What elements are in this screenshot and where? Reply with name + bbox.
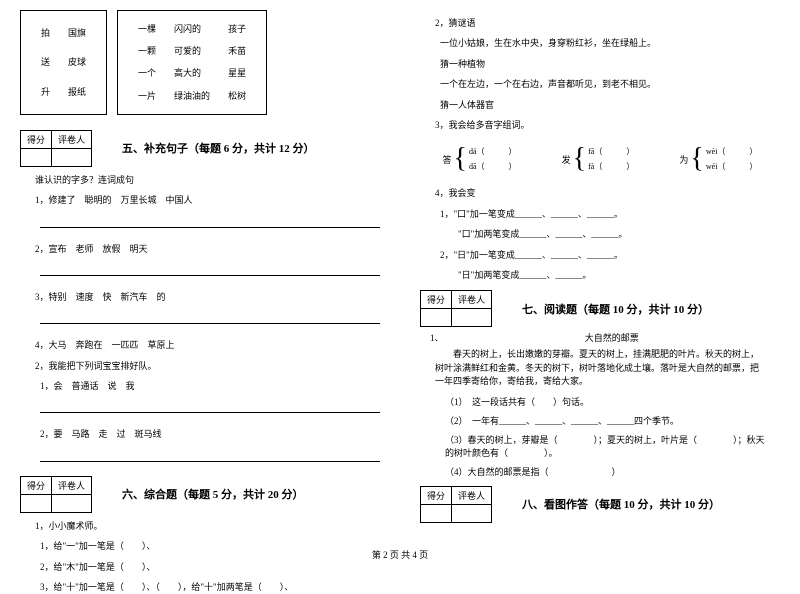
- reading-q1: （1） 这一段话共有（ ）句话。: [445, 395, 765, 408]
- cell: 国旗: [60, 19, 94, 47]
- score-row-8: 得分评卷人 八、看图作答（每题 10 分，共计 10 分）: [420, 486, 780, 523]
- pinyin: wèi（ ）: [706, 146, 758, 157]
- reading-q4: （4）大自然的邮票是指（ ）: [445, 465, 765, 478]
- cell: 皮球: [60, 49, 94, 77]
- char-da: 答: [443, 153, 452, 166]
- reading-title-row: 1、 大自然的邮票: [420, 331, 780, 344]
- section-5-title: 五、补充句子（每题 6 分，共计 12 分）: [122, 140, 315, 156]
- q2-line: 一位小姑娘，生在水中央，身穿粉红衫，坐在绿船上。: [440, 36, 780, 50]
- cell: 绿油油的: [166, 86, 218, 106]
- polyphonic-row: 答{ dá（ ）dā（ ） 发{ fā（ ）fà（ ） 为{ wèi（ ）wéi…: [420, 138, 780, 180]
- answer-line: [40, 452, 380, 462]
- cell: 可爱的: [166, 41, 218, 61]
- pinyin: dá（ ）: [469, 146, 517, 157]
- q4-1b: "口"加两笔变成______、______、______。: [440, 227, 780, 241]
- cell: 拍: [33, 19, 58, 47]
- section-7-title: 七、阅读题（每题 10 分，共计 10 分）: [522, 301, 709, 317]
- q2-title: 2，猜谜语: [435, 16, 780, 30]
- char-wei: 为: [679, 153, 688, 166]
- q5b-intro: 2，我能把下列词宝宝排好队。: [35, 359, 380, 373]
- grader-label: 评卷人: [452, 291, 492, 309]
- grader-label: 评卷人: [52, 476, 92, 494]
- cell: 一颗: [130, 41, 164, 61]
- q5-3: 3，特别 速度 快 新汽车 的: [35, 290, 380, 304]
- page-footer: 第 2 页 共 4 页: [0, 548, 800, 561]
- grader-label: 评卷人: [452, 486, 492, 504]
- q5-1: 1，修建了 聪明的 万里长城 中国人: [35, 193, 380, 207]
- score-label: 得分: [21, 476, 52, 494]
- score-row-5: 得分评卷人 五、补充句子（每题 6 分，共计 12 分）: [20, 130, 380, 167]
- answer-line: [40, 403, 380, 413]
- reading-q3: （3）春天的树上，芽瓣是（ ）；夏天的树上，叶片是（ ）；秋天的树叶颜色有（ ）…: [445, 433, 765, 459]
- reading-q2: （2） 一年有______、______、______、______四个季节。: [445, 414, 765, 427]
- answer-line: [40, 266, 380, 276]
- score-label: 得分: [421, 291, 452, 309]
- pinyin: wéi（ ）: [706, 161, 758, 172]
- reading-num: 1、: [430, 331, 444, 344]
- section-6-title: 六、综合题（每题 5 分，共计 20 分）: [122, 486, 304, 502]
- q5b-2: 2，要 马路 走 过 斑马线: [40, 427, 380, 441]
- q2-line: 猜一种植物: [440, 57, 780, 71]
- cell: 高大的: [166, 63, 218, 83]
- cell: 松树: [220, 86, 254, 106]
- cell: 一片: [130, 86, 164, 106]
- cell: 一棵: [130, 19, 164, 39]
- reading-body: 春天的树上，长出嫩嫩的芽瓣。夏天的树上，挂满肥肥的叶片。秋天的树上，树叶涂满鲜红…: [435, 348, 765, 389]
- cell: 禾苗: [220, 41, 254, 61]
- q4-title: 4，我会变: [435, 186, 780, 200]
- score-label: 得分: [21, 130, 52, 148]
- score-label: 得分: [421, 486, 452, 504]
- cell: 送: [33, 49, 58, 77]
- q5-intro: 谁认识的字多？连词成句: [35, 173, 380, 187]
- left-column: 拍国旗 送皮球 升报纸 一棵闪闪的孩子 一颗可爱的禾苗 一个高大的星星 一片绿油…: [0, 0, 400, 565]
- pinyin: dā（ ）: [469, 161, 517, 172]
- word-boxes: 拍国旗 送皮球 升报纸 一棵闪闪的孩子 一颗可爱的禾苗 一个高大的星星 一片绿油…: [20, 10, 380, 115]
- cell: 星星: [220, 63, 254, 83]
- wordbox-1: 拍国旗 送皮球 升报纸: [20, 10, 107, 115]
- cell: 报纸: [60, 78, 94, 106]
- cell: 一个: [130, 63, 164, 83]
- q3-title: 3，我会给多音字组词。: [435, 118, 780, 132]
- right-column: 2，猜谜语 一位小姑娘，生在水中央，身穿粉红衫，坐在绿船上。 猜一种植物 一个在…: [400, 0, 800, 565]
- q2-line: 一个在左边，一个在右边，声音都听见，到老不相见。: [440, 77, 780, 91]
- pinyin: fà（ ）: [588, 161, 634, 172]
- char-fa: 发: [562, 153, 571, 166]
- answer-line: [40, 314, 380, 324]
- q6-title: 1，小小魔术师。: [35, 519, 380, 533]
- wordbox-2: 一棵闪闪的孩子 一颗可爱的禾苗 一个高大的星星 一片绿油油的松树: [117, 10, 267, 115]
- pinyin: fā（ ）: [588, 146, 634, 157]
- q4-1: 1，"口"加一笔变成______、______、______。: [440, 207, 780, 221]
- q4-2b: "日"加两笔变成______、______。: [440, 268, 780, 282]
- grader-label: 评卷人: [52, 130, 92, 148]
- score-row-6: 得分评卷人 六、综合题（每题 5 分，共计 20 分）: [20, 476, 380, 513]
- answer-line: [40, 218, 380, 228]
- q6-2: 2，给"木"加一笔是（ ）、: [40, 560, 380, 574]
- cell: 闪闪的: [166, 19, 218, 39]
- section-8-title: 八、看图作答（每题 10 分，共计 10 分）: [522, 496, 720, 512]
- q6-3: 3，给"十"加一笔是（ ）、（ ），给"十"加两笔是（ ）、: [40, 580, 380, 594]
- q5-4: 4，大马 奔跑在 一匹匹 草原上: [35, 338, 380, 352]
- score-row-7: 得分评卷人 七、阅读题（每题 10 分，共计 10 分）: [420, 290, 780, 327]
- cell: 孩子: [220, 19, 254, 39]
- q5-2: 2，宣布 老师 放假 明天: [35, 242, 380, 256]
- reading-title: 大自然的邮票: [585, 333, 639, 343]
- cell: 升: [33, 78, 58, 106]
- q5b-1: 1，会 普通话 说 我: [40, 379, 380, 393]
- q4-2: 2，"日"加一笔变成______、______、______。: [440, 248, 780, 262]
- q2-line: 猜一人体器官: [440, 98, 780, 112]
